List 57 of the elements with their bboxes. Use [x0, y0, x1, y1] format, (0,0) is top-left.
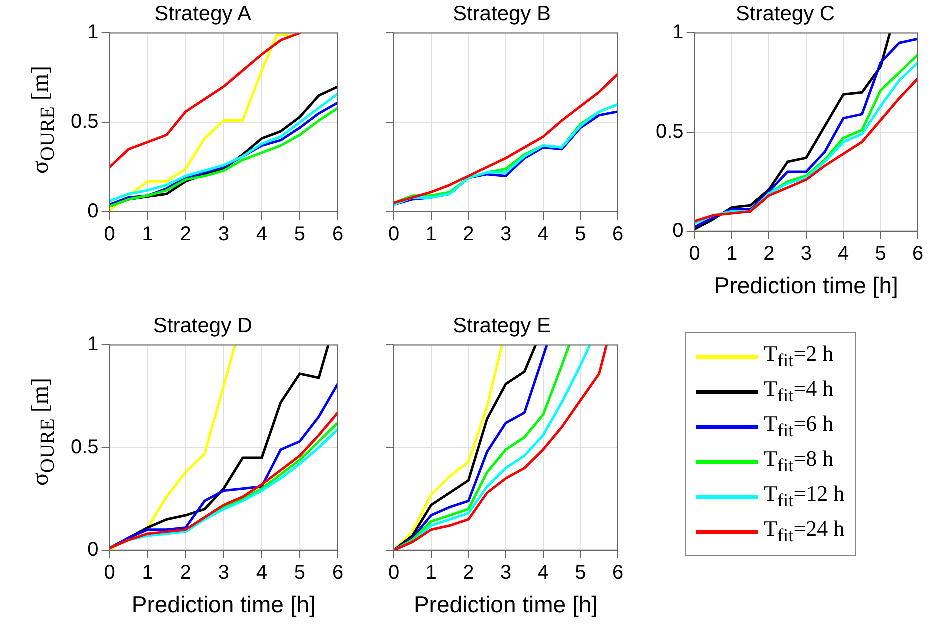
chart-title: Strategy D: [153, 314, 253, 338]
y-tick-label: 1: [88, 22, 99, 44]
x-tick-label: 0: [104, 224, 116, 246]
x-tick-label: 4: [838, 242, 850, 265]
x-tick-label: 6: [332, 224, 344, 246]
x-axis-title: Prediction time [h]: [714, 272, 898, 299]
x-tick-label: 0: [388, 562, 400, 584]
legend-label: T$_{fit}$=8 h: [764, 446, 834, 477]
x-tick-label: 2: [764, 242, 775, 265]
x-tick-label: 4: [256, 562, 268, 584]
x-tick-label: 1: [142, 224, 154, 246]
x-tick-label: 2: [463, 562, 474, 584]
x-tick-label: 6: [332, 562, 344, 584]
x-tick-label: 3: [218, 224, 230, 246]
x-tick-label: 1: [426, 562, 437, 584]
x-tick-label: 4: [538, 562, 549, 584]
legend-label: T$_{fit}$=4 h: [764, 376, 834, 407]
x-tick-label: 2: [180, 224, 192, 246]
x-tick-label: 1: [426, 224, 437, 246]
chart-title: Strategy B: [452, 2, 552, 26]
y-tick-label: 1: [88, 334, 99, 356]
x-tick-label: 5: [875, 242, 886, 265]
chart-title: Strategy E: [452, 314, 552, 338]
y-tick-label: 0.5: [70, 436, 99, 458]
legend-label: T$_{fit}$=2 h: [764, 341, 834, 372]
x-tick-label: 4: [538, 224, 549, 246]
chart-title: Strategy A: [154, 2, 252, 26]
y-tick-label: 1: [672, 22, 684, 44]
x-tick-label: 6: [612, 562, 624, 584]
x-tick-label: 6: [612, 224, 624, 246]
x-tick-label: 5: [294, 224, 306, 246]
x-tick-label: 1: [142, 562, 154, 584]
legend-label: T$_{fit}$=24 h: [764, 516, 845, 547]
x-tick-label: 1: [726, 242, 738, 265]
x-tick-label: 3: [500, 562, 512, 584]
x-tick-label: 6: [912, 242, 924, 265]
x-tick-label: 2: [180, 562, 192, 584]
chart-title: Strategy C: [736, 2, 836, 26]
legend-label: T$_{fit}$=6 h: [764, 411, 834, 442]
x-tick-label: 3: [218, 562, 230, 584]
x-tick-label: 0: [104, 562, 116, 584]
x-tick-label: 0: [689, 242, 700, 265]
x-tick-label: 5: [575, 224, 586, 246]
x-tick-label: 5: [294, 562, 306, 584]
y-tick-label: 0.5: [70, 111, 99, 134]
x-tick-label: 0: [388, 224, 400, 246]
x-tick-label: 5: [575, 562, 586, 584]
x-tick-label: 4: [256, 224, 268, 246]
legend-label: T$_{fit}$=12 h: [764, 481, 845, 512]
y-tick-label: 0: [88, 200, 99, 223]
x-axis-title: Prediction time [h]: [132, 592, 316, 618]
x-tick-label: 3: [800, 242, 812, 265]
x-tick-label: 2: [463, 224, 474, 246]
x-axis-title: Prediction time [h]: [414, 592, 598, 618]
y-tick-label: 0.5: [656, 120, 684, 143]
y-tick-label: 0: [88, 538, 99, 561]
x-tick-label: 3: [500, 224, 512, 246]
